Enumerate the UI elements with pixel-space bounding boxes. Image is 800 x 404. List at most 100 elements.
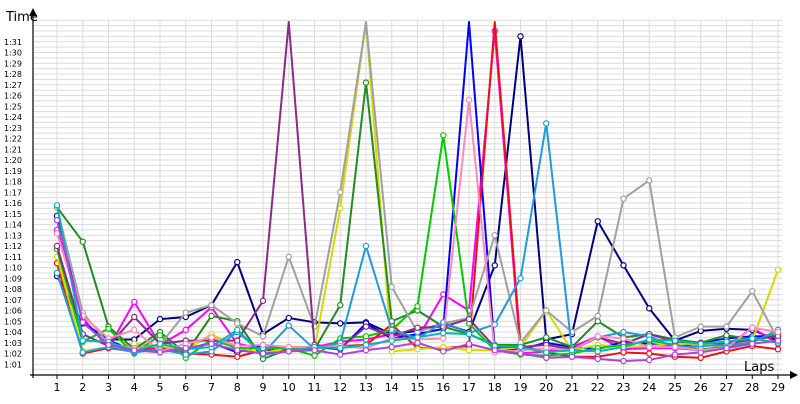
data-point xyxy=(723,344,730,352)
data-point xyxy=(774,346,782,353)
data-point xyxy=(208,334,215,341)
data-point xyxy=(491,232,498,239)
data-point xyxy=(517,343,524,351)
y-tick-label: 1:05 xyxy=(4,317,22,326)
data-point xyxy=(723,332,730,339)
data-point xyxy=(208,312,215,320)
x-tick-label: 17 xyxy=(462,381,476,394)
data-point xyxy=(362,333,370,340)
x-tick-label: 9 xyxy=(260,381,267,394)
data-point xyxy=(362,347,370,354)
x-tick-label: 4 xyxy=(131,381,138,394)
data-point xyxy=(774,328,782,336)
y-tick-label: 1:26 xyxy=(4,92,22,101)
data-point xyxy=(234,347,241,354)
y-tick-label: 1:22 xyxy=(4,135,22,144)
x-tick-label: 15 xyxy=(411,381,425,394)
data-point xyxy=(620,328,627,336)
data-point xyxy=(414,303,421,310)
data-point xyxy=(594,218,601,225)
x-tick-label: 14 xyxy=(385,381,399,394)
data-point xyxy=(53,242,61,250)
data-point xyxy=(620,195,627,202)
data-point xyxy=(594,318,601,325)
x-tick-labels: 1 2 3 4 5 6 7 8 9 10 11 12 13 14 15 16 17 18 19 20 21 22 23 24 2… xyxy=(54,381,786,394)
x-tick-label: 28 xyxy=(745,381,759,394)
x-tick-label: 25 xyxy=(668,381,682,394)
data-point xyxy=(285,253,292,260)
y-tick-label: 1:20 xyxy=(4,156,22,165)
data-point xyxy=(594,348,601,355)
x-tick-label: 21 xyxy=(565,381,579,394)
data-point xyxy=(156,349,164,356)
data-point xyxy=(337,344,344,352)
y-tick-label: 1:14 xyxy=(4,221,22,230)
series-12 xyxy=(53,201,782,358)
y-tick-label: 1:03 xyxy=(4,339,22,348)
data-point xyxy=(131,313,138,321)
data-point xyxy=(156,340,164,348)
y-tick-label: 1:12 xyxy=(4,242,22,251)
data-point xyxy=(543,349,550,356)
data-point xyxy=(440,329,447,337)
data-point xyxy=(79,349,86,356)
x-tick-label: 10 xyxy=(282,381,296,394)
x-tick-label: 5 xyxy=(157,381,164,394)
data-point xyxy=(285,322,292,329)
x-tick-label: 18 xyxy=(488,381,502,394)
y-axis-arrow xyxy=(29,8,37,16)
data-point xyxy=(414,334,421,341)
series-13 xyxy=(53,216,782,365)
data-point xyxy=(208,301,215,309)
y-tick-label: 1:21 xyxy=(4,145,22,154)
data-point xyxy=(697,340,704,348)
data-point xyxy=(234,353,241,360)
data-point xyxy=(337,351,344,358)
data-point xyxy=(259,341,267,349)
y-tick-label: 1:13 xyxy=(4,231,22,240)
data-point xyxy=(568,353,576,360)
x-tick-label: 19 xyxy=(514,381,528,394)
data-point xyxy=(646,356,653,364)
data-point xyxy=(105,325,112,332)
data-point xyxy=(671,343,679,351)
y-tick-label: 1:15 xyxy=(4,210,22,219)
data-point xyxy=(517,33,524,40)
x-tick-label: 1 xyxy=(54,381,61,394)
data-point xyxy=(646,305,653,312)
x-tick-label: 26 xyxy=(694,381,708,394)
x-tick-label: 20 xyxy=(539,381,553,394)
y-tick-label: 1:31 xyxy=(4,38,22,47)
y-tick-label: 1:09 xyxy=(4,274,22,283)
data-point xyxy=(620,343,627,351)
data-point xyxy=(388,337,395,344)
x-tick-label: 3 xyxy=(105,381,112,394)
x-tick-label: 24 xyxy=(642,381,656,394)
data-point xyxy=(53,269,61,277)
data-point xyxy=(594,312,601,320)
y-tick-label: 1:10 xyxy=(4,264,22,273)
data-point xyxy=(723,323,730,330)
data-point xyxy=(620,349,627,356)
y-tick-label: 1:23 xyxy=(4,124,22,133)
data-point xyxy=(259,297,267,305)
y-tick-label: 1:16 xyxy=(4,199,22,208)
data-point xyxy=(362,341,370,349)
y-tick-label: 1:02 xyxy=(4,350,22,359)
x-axis-arrow xyxy=(790,371,798,379)
x-tick-label: 7 xyxy=(208,381,215,394)
data-point xyxy=(491,262,498,269)
data-point xyxy=(749,324,756,331)
data-point xyxy=(337,189,344,196)
data-point xyxy=(182,351,189,358)
data-point xyxy=(671,337,679,344)
data-point xyxy=(234,258,241,266)
y-tick-label: 1:29 xyxy=(4,59,22,68)
data-point xyxy=(156,315,164,323)
data-point xyxy=(568,347,576,354)
axes xyxy=(29,8,798,379)
data-point xyxy=(517,275,524,282)
y-tick-label: 1:07 xyxy=(4,296,22,305)
data-point xyxy=(749,335,756,342)
data-point xyxy=(465,340,473,348)
